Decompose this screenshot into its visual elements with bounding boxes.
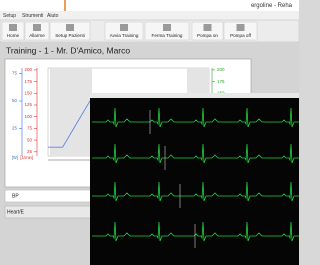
toolbar-icon	[9, 24, 17, 31]
toolbar-label: Avvia Training	[110, 33, 139, 38]
y-tick-label: 175	[24, 79, 32, 84]
toolbar-label: Pompa off	[230, 33, 252, 38]
ecg-window	[90, 93, 299, 265]
panel-title: Training - 1 - Mr. D'Amico, Marco	[6, 45, 130, 55]
menu-item: Setup	[3, 13, 16, 19]
toolbar-icon	[66, 24, 74, 31]
toolbar-label: Pompa on	[197, 33, 218, 38]
y-axis-unit: [1/min]	[20, 155, 33, 160]
y-tick-label: 175	[217, 79, 225, 84]
y-axis-unit: [W]	[12, 155, 18, 160]
toolbar-label: Allarme	[29, 33, 45, 38]
toolbar-label: Setup Pazienti	[55, 33, 85, 38]
y-tick-label: 125	[24, 102, 32, 107]
y-tick-label: 25	[12, 126, 18, 131]
ecg-title-bar	[90, 93, 299, 98]
y-tick-label: 100	[24, 114, 32, 119]
toolbar-label: Home	[7, 33, 20, 38]
row-label: Heart/E	[7, 209, 25, 215]
app-title: ergoline - Reha	[251, 3, 293, 9]
toolbar-icon	[163, 24, 171, 31]
y-tick-label: 200	[24, 67, 32, 72]
y-tick-label: 50	[27, 137, 33, 142]
ecg-background	[90, 93, 299, 265]
toolbar-icon	[33, 24, 41, 31]
y-tick-label: 25	[27, 149, 33, 154]
y-tick-label: 200	[217, 67, 225, 72]
menu-item: Strumenti	[22, 13, 43, 19]
phase-warmup	[50, 68, 92, 156]
y-tick-label: 75	[12, 71, 18, 76]
menu-item: Aiuto	[47, 13, 59, 19]
menu-bar	[0, 11, 299, 20]
page: {"app": {"title": "ergoline - Reha", "me…	[0, 0, 299, 265]
screen: ergoline - Reha Training - 1 - Mr. D'Ami…	[0, 0, 299, 265]
toolbar-icon	[120, 24, 128, 31]
toolbar-label: Ferma Training	[152, 33, 183, 38]
y-tick-label: 150	[24, 90, 32, 95]
row-label: BP	[12, 193, 19, 199]
y-tick-label: 50	[12, 98, 18, 103]
toolbar-icon	[204, 24, 212, 31]
toolbar-icon	[237, 24, 245, 31]
y-tick-label: 75	[27, 126, 33, 131]
